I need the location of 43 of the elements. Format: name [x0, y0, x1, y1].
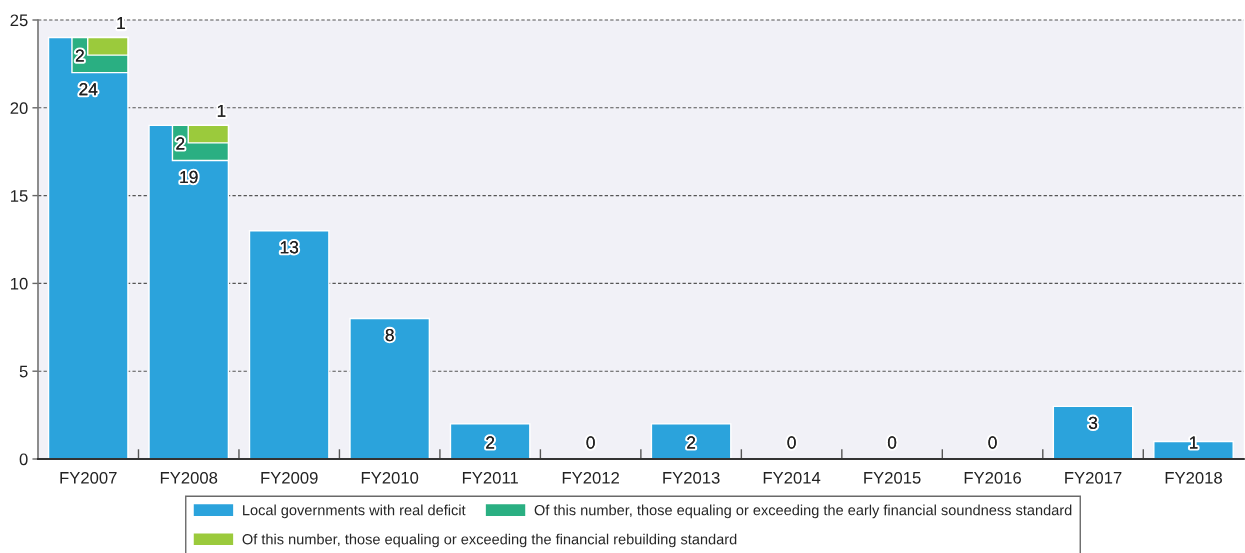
x-tick-label: FY2012 [562, 471, 619, 484]
y-tick-label: 0 [19, 453, 28, 466]
bar [650, 423, 732, 459]
bar [349, 317, 431, 459]
data-label: 13 [280, 241, 299, 254]
legend-label: Of this number, those equaling or exceeding the financial rebuilding standard [242, 533, 737, 548]
x-tick-label: FY2018 [1165, 471, 1222, 484]
data-label: 19 [180, 170, 198, 184]
data-label: 2 [176, 137, 185, 150]
bar [449, 423, 531, 459]
bar [1052, 405, 1134, 459]
bar [47, 36, 129, 459]
x-tick-label: FY2014 [763, 471, 821, 484]
data-label: 2 [75, 49, 84, 62]
x-tick-label: FY2008 [160, 471, 218, 484]
data-label: 1 [217, 104, 226, 117]
x-tick-label: FY2017 [1065, 471, 1122, 484]
x-tick-label: FY2011 [462, 471, 518, 484]
data-label: 24 [79, 83, 98, 96]
data-label: 3 [1088, 416, 1098, 429]
x-tick-label: FY2010 [361, 471, 419, 484]
y-tick-label: 25 [10, 14, 28, 27]
x-tick-label: FY2015 [864, 471, 921, 484]
data-label: 2 [486, 436, 495, 449]
data-label: 0 [887, 436, 897, 449]
y-tick-label: 5 [19, 365, 28, 378]
data-label: 2 [687, 436, 696, 449]
x-tick-label: FY2013 [663, 471, 720, 484]
bar [148, 124, 230, 459]
y-tick-label: 15 [11, 190, 28, 202]
x-tick-label: FY2007 [60, 471, 117, 484]
data-label: 0 [787, 436, 796, 449]
data-label: 0 [586, 436, 595, 449]
y-tick-label: 10 [11, 277, 28, 290]
y-tick-label: 20 [10, 102, 28, 114]
bar [248, 230, 330, 459]
data-label: 1 [117, 17, 125, 30]
legend-label: Of this number, those equaling or exceeding the early financial soundness standard [534, 504, 1072, 519]
x-tick-label: FY2009 [261, 471, 318, 484]
data-label: 0 [988, 436, 997, 449]
data-label: 8 [385, 328, 394, 342]
legend-label: Local governments with real deficit [243, 504, 466, 519]
x-tick-label: FY2016 [964, 471, 1022, 484]
